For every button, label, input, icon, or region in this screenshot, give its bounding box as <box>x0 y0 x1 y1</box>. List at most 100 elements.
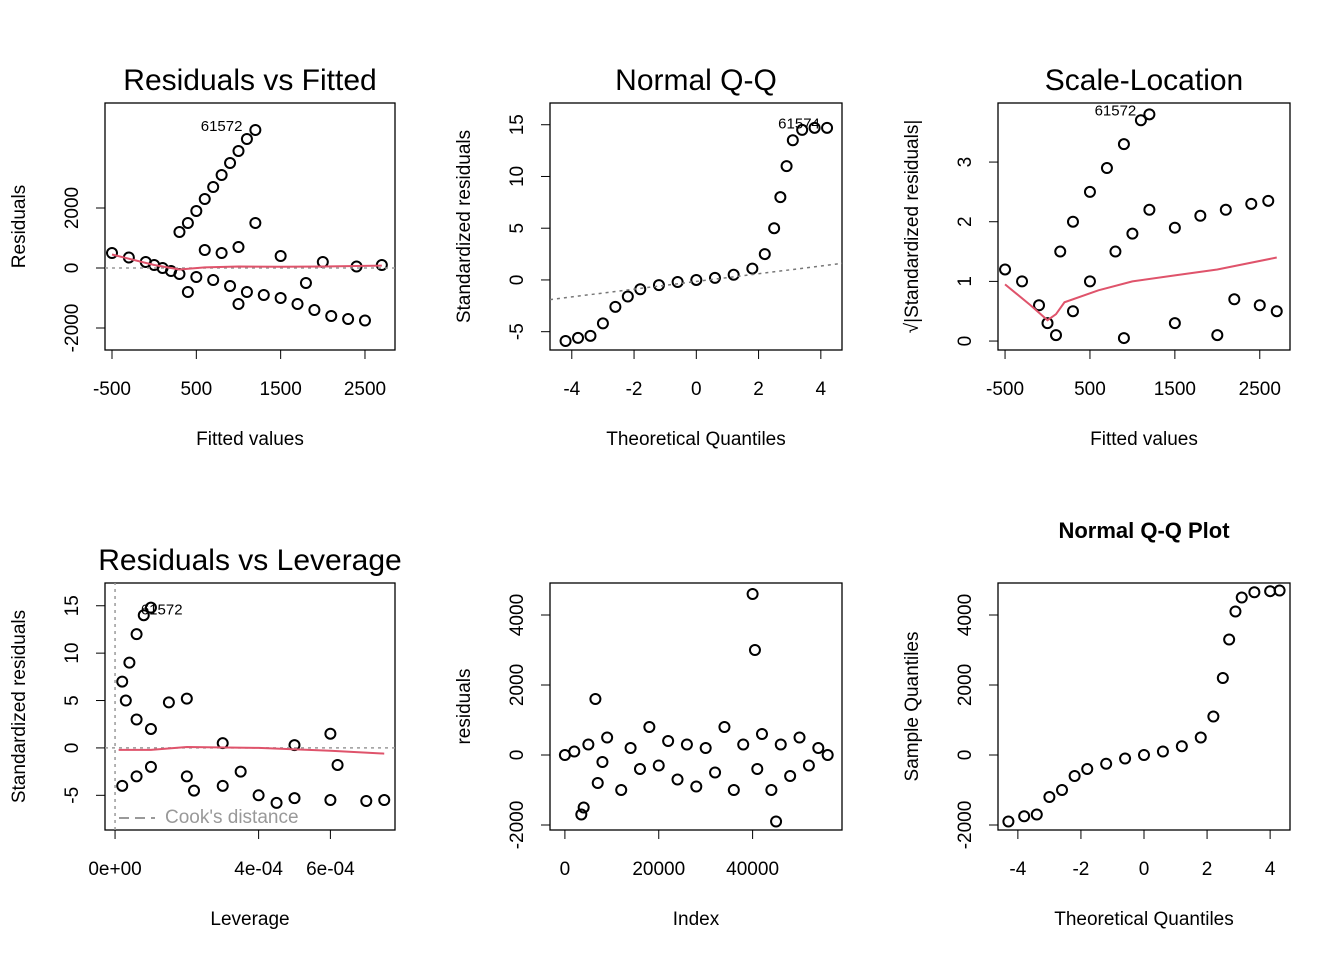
data-point <box>1143 203 1156 216</box>
data-point <box>1211 329 1224 342</box>
data-point <box>690 780 703 793</box>
data-point <box>130 628 143 641</box>
y-tick-label: 3 <box>955 157 976 168</box>
x-axis-label: Fitted values <box>196 429 304 450</box>
data-point <box>768 222 781 235</box>
data-point <box>190 205 203 218</box>
data-point <box>821 121 834 134</box>
data-point <box>601 731 614 744</box>
data-point <box>671 276 684 289</box>
data-point <box>119 694 132 707</box>
y-axis-label: Standardized residuals <box>9 610 30 803</box>
data-point <box>662 734 675 747</box>
data-point <box>680 738 693 751</box>
data-point <box>173 226 186 239</box>
data-point <box>1143 108 1156 121</box>
data-point <box>746 587 759 600</box>
y-axis-label: √|Standardized residuals| <box>902 120 923 334</box>
y-tick-label: 0 <box>62 263 83 274</box>
plot-box <box>997 102 1291 351</box>
data-point <box>1066 215 1079 228</box>
data-point <box>181 286 194 299</box>
data-point <box>249 124 262 137</box>
x-tick-label: 4 <box>1265 859 1276 880</box>
data-point <box>215 169 228 182</box>
data-point <box>591 776 604 789</box>
y-tick-label: 4000 <box>507 594 528 636</box>
data-point <box>589 692 602 705</box>
data-point <box>181 217 194 230</box>
y-tick-label: 0 <box>62 743 83 754</box>
data-point <box>751 762 764 775</box>
data-point <box>198 193 211 206</box>
data-point <box>568 745 581 758</box>
x-tick-label: 0 <box>691 379 702 400</box>
x-tick-label: -2 <box>626 379 643 400</box>
data-point <box>774 738 787 751</box>
data-point <box>1248 586 1261 599</box>
data-point <box>633 762 646 775</box>
y-tick-label: 2 <box>955 216 976 227</box>
x-tick-label: 2500 <box>1239 379 1281 400</box>
data-point <box>780 160 793 173</box>
data-point <box>1270 305 1283 318</box>
data-point <box>1081 762 1094 775</box>
data-point <box>144 722 157 735</box>
data-point <box>180 692 193 705</box>
y-axis-label: Residuals <box>9 185 30 268</box>
data-point <box>190 271 203 284</box>
data-point <box>137 609 150 622</box>
x-tick-label: -4 <box>563 379 580 400</box>
data-point <box>360 794 373 807</box>
x-axis-label: Index <box>673 909 720 930</box>
data-point <box>774 191 787 204</box>
data-point <box>1033 299 1046 312</box>
data-point <box>123 656 136 669</box>
x-tick-label: 40000 <box>726 859 779 880</box>
data-point <box>1100 162 1113 175</box>
smooth-line <box>1004 256 1277 322</box>
x-axis-label: Theoretical Quantiles <box>606 429 786 450</box>
y-tick-label: 2000 <box>507 664 528 706</box>
data-point <box>671 773 684 786</box>
data-point <box>770 815 783 828</box>
data-point <box>234 765 247 778</box>
data-point <box>709 766 722 779</box>
data-point <box>324 794 337 807</box>
y-tick-label: -5 <box>62 787 83 804</box>
data-point <box>215 247 228 260</box>
data-point <box>252 789 265 802</box>
x-tick-label: 4e-04 <box>234 859 283 880</box>
y-tick-label: 0 <box>507 275 528 286</box>
data-point <box>207 274 220 287</box>
data-point <box>1253 299 1266 312</box>
data-point <box>821 748 834 761</box>
panel-title: Residuals vs Leverage <box>98 544 402 577</box>
data-point <box>1264 585 1277 598</box>
data-point <box>784 769 797 782</box>
x-tick-label: 2 <box>753 379 764 400</box>
data-point <box>1168 317 1181 330</box>
data-point <box>1273 584 1286 597</box>
data-point <box>609 300 622 313</box>
data-point <box>624 741 637 754</box>
x-tick-label: 20000 <box>632 859 685 880</box>
data-point <box>274 292 287 305</box>
data-point <box>708 271 721 284</box>
data-point <box>1030 808 1043 821</box>
data-point <box>1049 329 1062 342</box>
data-point <box>765 783 778 796</box>
data-point <box>1083 185 1096 198</box>
data-point <box>1066 305 1079 318</box>
data-point <box>144 760 157 773</box>
data-point <box>1083 275 1096 288</box>
data-point <box>1041 317 1054 330</box>
data-point <box>1194 731 1207 744</box>
x-tick-label: 500 <box>180 379 212 400</box>
data-point <box>1229 605 1242 618</box>
y-tick-label: 10 <box>62 643 83 664</box>
x-tick-label: -500 <box>986 379 1024 400</box>
x-tick-label: 0 <box>560 859 571 880</box>
data-point <box>634 283 647 296</box>
y-tick-label: 2000 <box>955 664 976 706</box>
